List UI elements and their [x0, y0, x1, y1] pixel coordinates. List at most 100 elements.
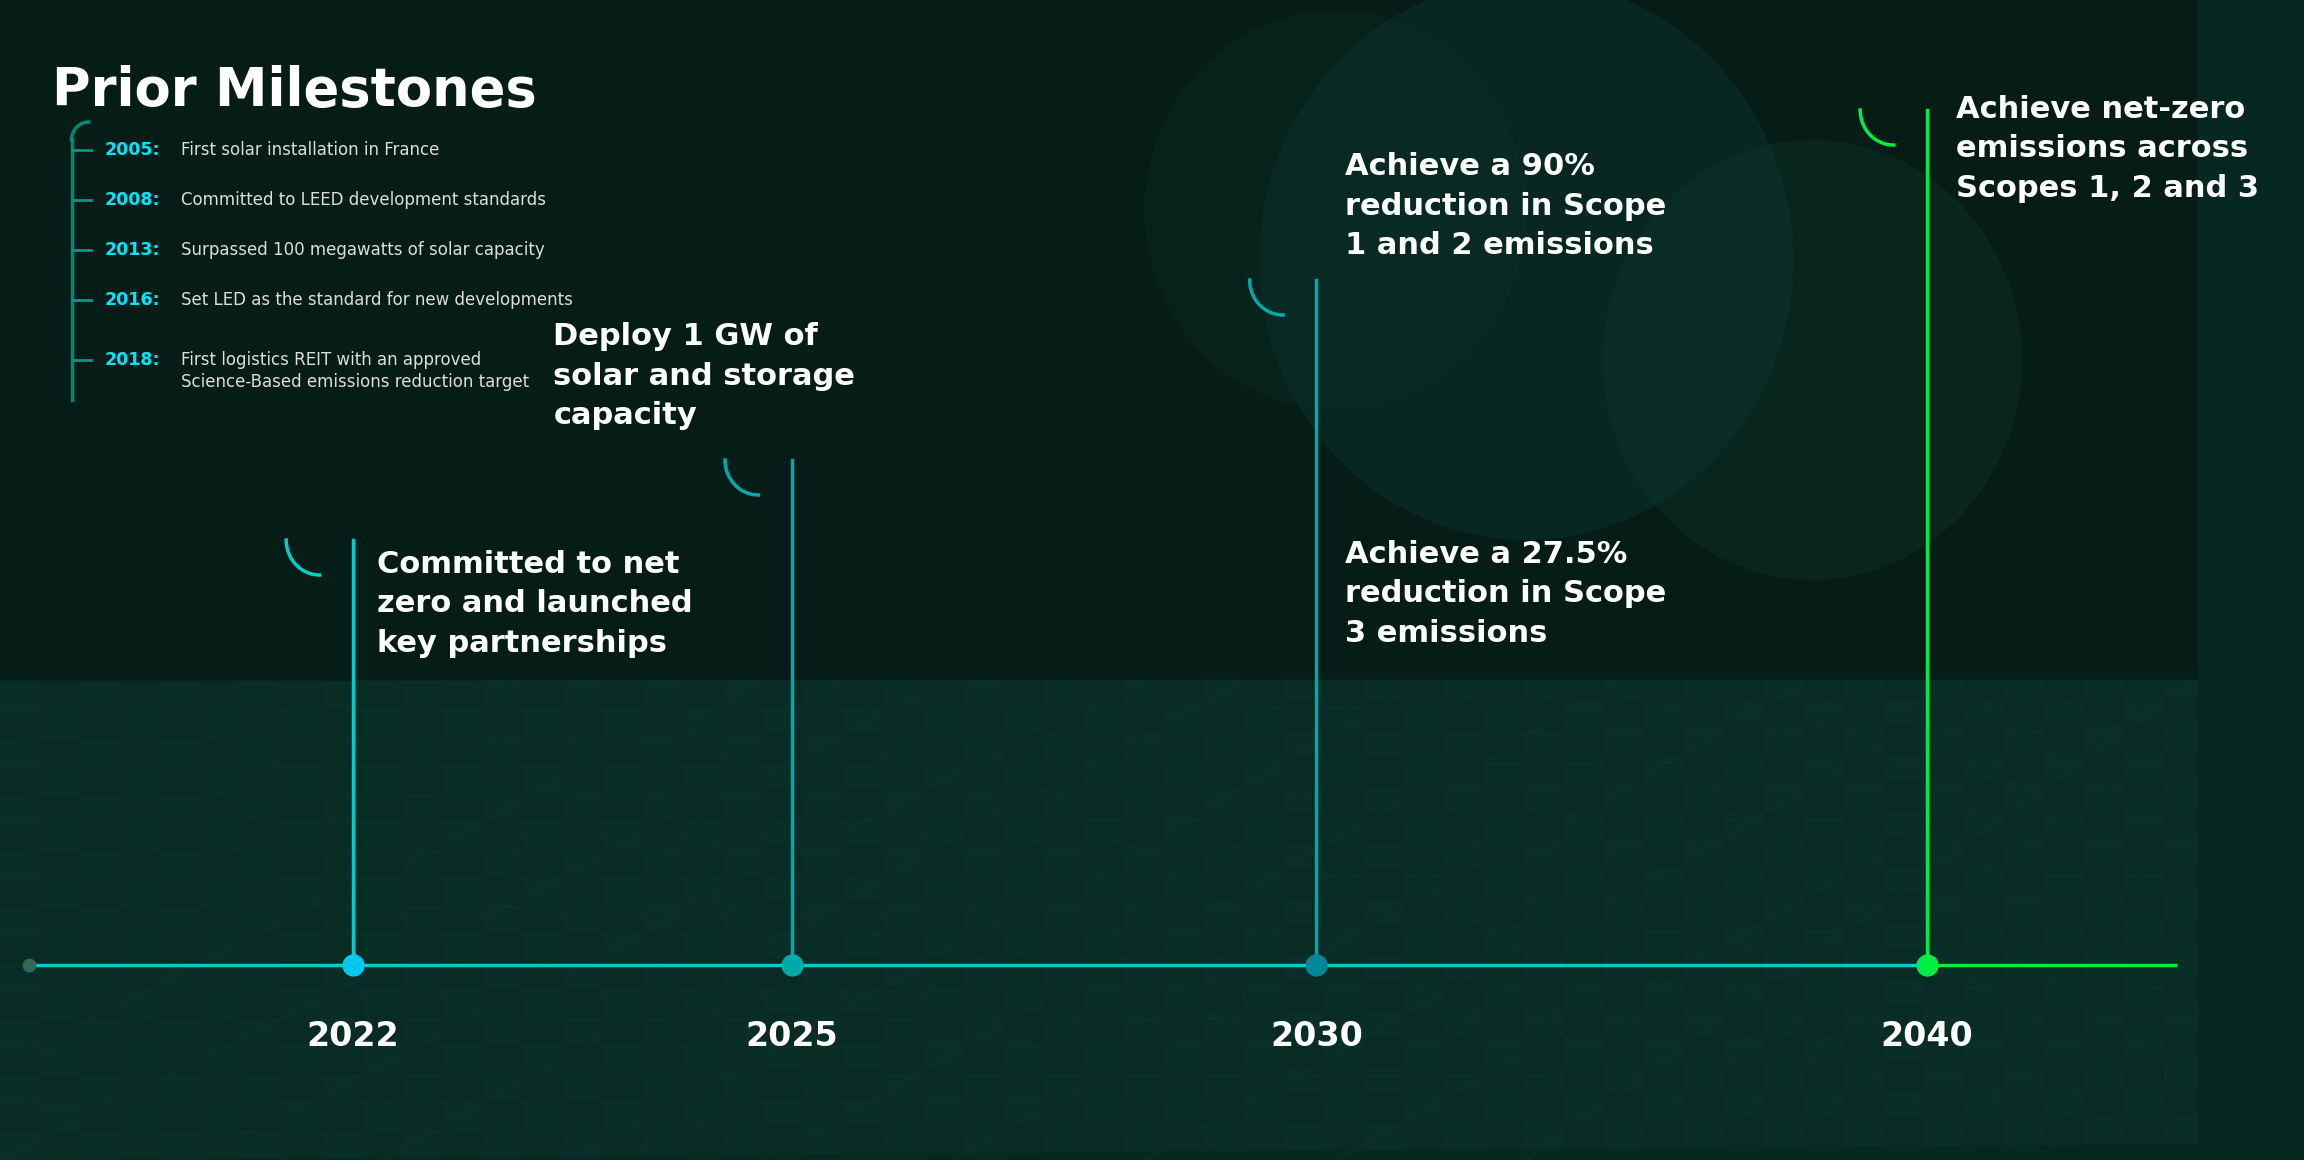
Bar	[1843, 1090, 1882, 1118]
Bar	[1804, 811, 1843, 839]
Bar	[560, 1016, 601, 1044]
Bar	[1562, 701, 1604, 728]
Bar	[1083, 815, 1122, 844]
Bar	[1161, 1039, 1203, 1067]
Bar	[682, 1071, 721, 1099]
Bar	[482, 1072, 521, 1101]
Bar	[2283, 1115, 2304, 1143]
Bar	[2244, 1031, 2283, 1059]
Bar	[760, 790, 802, 818]
Bar	[1083, 676, 1122, 704]
Bar	[1362, 1066, 1403, 1094]
Bar	[682, 1126, 721, 1155]
Bar	[1682, 979, 1723, 1007]
Bar	[560, 1072, 601, 1100]
Bar	[560, 1044, 601, 1072]
Bar	[240, 710, 281, 738]
Bar	[721, 1071, 760, 1099]
Bar	[440, 737, 482, 764]
Bar	[120, 824, 161, 851]
Bar	[2044, 864, 2083, 893]
Bar	[601, 904, 641, 931]
Bar	[401, 989, 440, 1017]
Bar	[1362, 1010, 1403, 1038]
Bar	[641, 1015, 682, 1043]
Bar	[721, 791, 760, 819]
Bar	[1882, 782, 1924, 810]
Bar	[922, 929, 961, 957]
Bar	[1763, 1063, 1804, 1090]
Bar	[601, 1072, 641, 1100]
Bar	[1242, 899, 1281, 927]
Bar	[802, 930, 841, 958]
Bar	[2283, 1087, 2304, 1115]
Bar	[1002, 704, 1041, 732]
Bar	[2002, 697, 2044, 725]
Bar	[1242, 983, 1281, 1010]
Bar	[1804, 839, 1843, 867]
Bar	[560, 931, 601, 959]
Bar	[39, 1020, 81, 1047]
Bar	[1281, 927, 1322, 955]
Bar	[1083, 1012, 1122, 1039]
Bar	[401, 821, 440, 849]
Bar	[1002, 761, 1041, 789]
Bar	[161, 907, 200, 935]
Bar	[120, 1103, 161, 1131]
Bar	[721, 1043, 760, 1071]
Bar	[1481, 897, 1523, 925]
Bar	[1442, 673, 1481, 701]
Bar	[2002, 753, 2044, 781]
Bar	[1804, 670, 1843, 698]
Bar	[401, 1045, 440, 1073]
Bar	[1723, 811, 1763, 839]
Bar	[2083, 1032, 2124, 1060]
Bar	[161, 879, 200, 907]
Bar	[2083, 781, 2124, 809]
Bar	[1481, 1121, 1523, 1148]
Text: 2018:: 2018:	[106, 351, 161, 369]
Bar	[200, 935, 240, 963]
Bar	[2002, 1089, 2044, 1117]
Text: 2005:: 2005:	[106, 142, 161, 159]
Bar	[882, 846, 922, 873]
Bar	[401, 960, 440, 989]
Bar	[1523, 1008, 1562, 1037]
Bar	[682, 763, 721, 791]
Bar	[281, 793, 320, 822]
Bar	[1161, 1012, 1203, 1039]
Bar	[601, 763, 641, 791]
Bar	[2244, 863, 2283, 891]
Bar	[682, 1015, 721, 1043]
Bar	[401, 849, 440, 877]
Bar	[1843, 1063, 1882, 1090]
Bar	[1041, 817, 1083, 844]
Bar	[1242, 731, 1281, 759]
Bar	[2124, 1088, 2163, 1116]
Bar	[1682, 1036, 1723, 1064]
Bar	[0, 851, 39, 880]
Bar	[482, 933, 521, 960]
Bar	[1763, 1090, 1804, 1118]
Bar	[1523, 925, 1562, 952]
Bar	[161, 1046, 200, 1075]
Bar	[1804, 979, 1843, 1007]
Bar	[81, 1075, 120, 1103]
Bar	[1723, 923, 1763, 951]
Bar	[200, 963, 240, 991]
Bar	[240, 934, 281, 962]
Bar	[1322, 1038, 1362, 1066]
Bar	[1843, 1035, 1882, 1063]
Bar	[682, 706, 721, 735]
Bar	[2044, 725, 2083, 753]
Bar	[281, 989, 320, 1018]
Bar	[1203, 927, 1242, 955]
Bar	[1281, 731, 1322, 759]
Bar	[1122, 1095, 1161, 1124]
Bar	[682, 1099, 721, 1126]
Bar	[521, 1044, 560, 1072]
Bar	[362, 821, 401, 849]
Bar	[2044, 753, 2083, 781]
Bar	[200, 906, 240, 935]
Bar	[81, 1020, 120, 1047]
